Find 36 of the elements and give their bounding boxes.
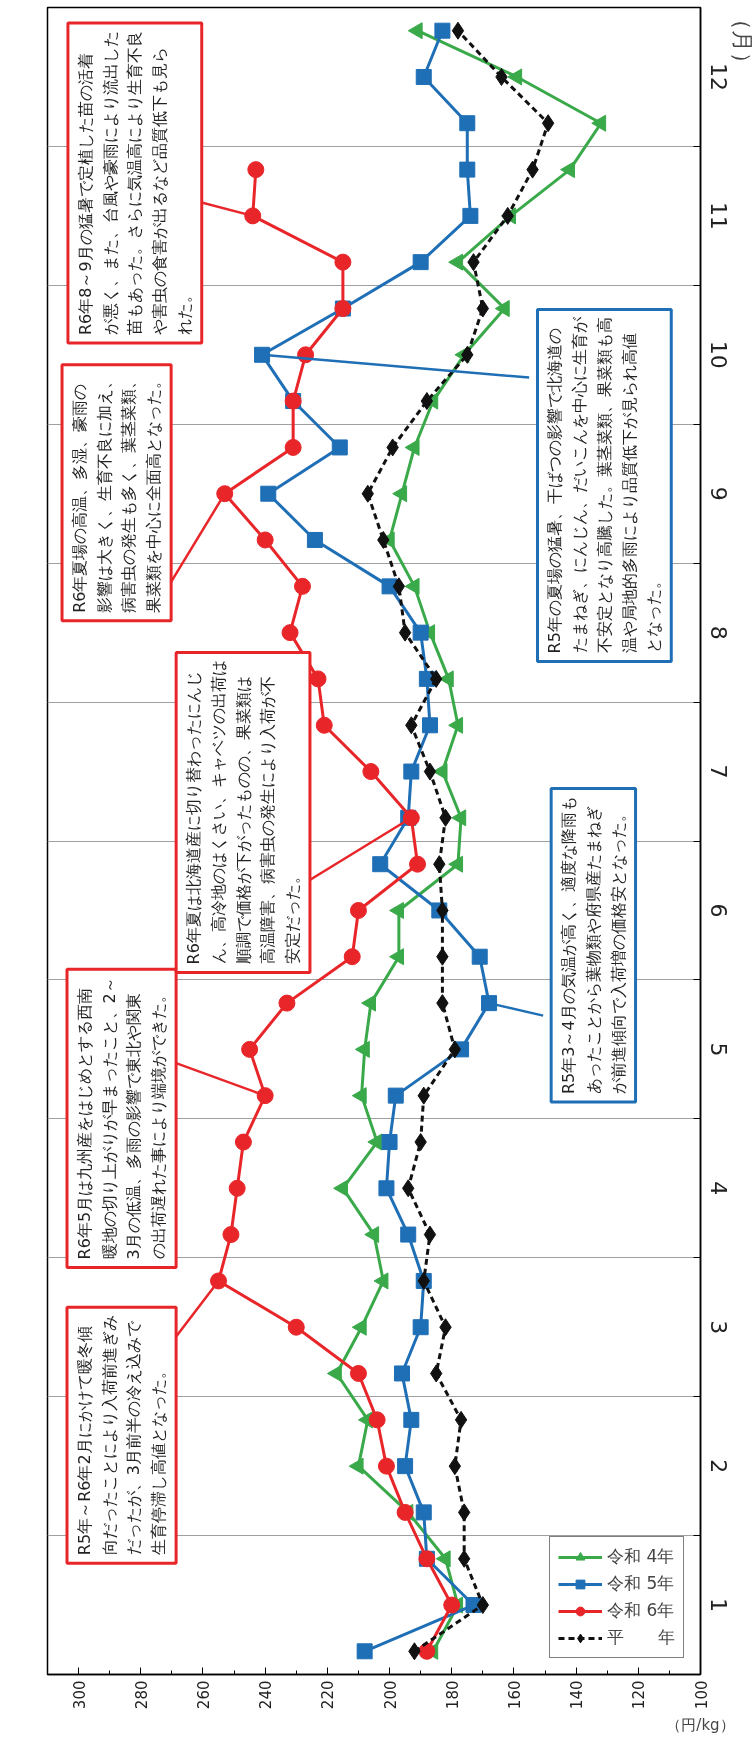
y-tick-label: 8 [705, 625, 731, 640]
legend-label: 令和 4年 [607, 1545, 675, 1568]
y-tick-label: 12 [705, 62, 731, 91]
annotation: R6年夏は北海道産に切り替わったにんじん、高冷地のはくさい、キャベツの出荷は順調で価格が下がったものの、果菜類は高温障害、病害虫の発生により入荷が不安定だった。 [184, 660, 302, 965]
y-tick-label: 3 [705, 1320, 731, 1335]
legend-label: 平 年 [607, 1626, 675, 1649]
y-tick-label: 1 [705, 1598, 731, 1613]
y-tick-label: 2 [705, 1459, 731, 1474]
y-axis-title: （月） [729, 7, 755, 74]
annotation: R6年夏場の高温、多湿、豪雨の影響は大きく、生育不良に加え、病害虫の発生も多く、葉茎菜類、果菜類を中心に全面高となった。 [70, 372, 164, 613]
y-tick-label: 4 [705, 1181, 731, 1196]
annotation: R5年の夏場の猛暑、干ばつの影響で北海道のたまねぎ、にんじん、だいこんを中心に生育が不安定となり高騰した。葉茎菜類、果菜類も高温や局地的多雨により品質低下が見られ高値となった。 [545, 316, 664, 654]
y-tick-label: 11 [705, 201, 731, 230]
annotation: R6年8～9月の猛暑で定植した苗の活着が悪く、また、台風や豪雨により流出した苗もあった。さらに気温高により生育不良や害虫の食害が出るなど品質低下も見られた。 [75, 31, 194, 336]
annotation: R6年5月は九州産をはじめとする西南暖地の切り上がりが早まったこと、2～3月の低温、多雨の影響で東北や関東の出荷遅れた事により端境ができた。 [75, 977, 169, 1260]
x-tick-label: 180 [443, 1680, 462, 1710]
annotation: R5年～R6年2月にかけて暖冬傾向だったことにより入荷前進ぎみだったが、3月前半の冷え込みで生育停滞し高値となった。 [75, 1315, 169, 1556]
x-tick-label: 260 [194, 1680, 213, 1710]
y-tick-label: 7 [705, 764, 731, 779]
x-tick-label: 220 [319, 1680, 338, 1710]
legend-label: 令和 5年 [607, 1572, 675, 1595]
x-tick-label: 280 [132, 1680, 151, 1710]
legend-label: 令和 6年 [607, 1599, 675, 1622]
x-tick-label: 160 [505, 1680, 524, 1710]
x-tick-label: 300 [70, 1680, 89, 1710]
x-tick-label: 200 [381, 1680, 400, 1710]
x-tick-label: 100 [692, 1680, 711, 1710]
y-tick-label: 10 [705, 340, 731, 369]
x-axis-title: （円/kg） [666, 1716, 735, 1735]
x-tick-label: 140 [568, 1680, 587, 1710]
y-tick-label: 6 [705, 903, 731, 918]
x-tick-label: 240 [257, 1680, 276, 1710]
annotation: R5年3～4月の気温が高く、適度な降雨もあったことから葉物類や府県産たまねぎが前進傾向で入荷増の価格安となった。 [559, 796, 628, 1095]
x-tick-label: 120 [630, 1680, 649, 1710]
y-tick-label: 5 [705, 1042, 731, 1057]
y-tick-label: 9 [705, 486, 731, 501]
